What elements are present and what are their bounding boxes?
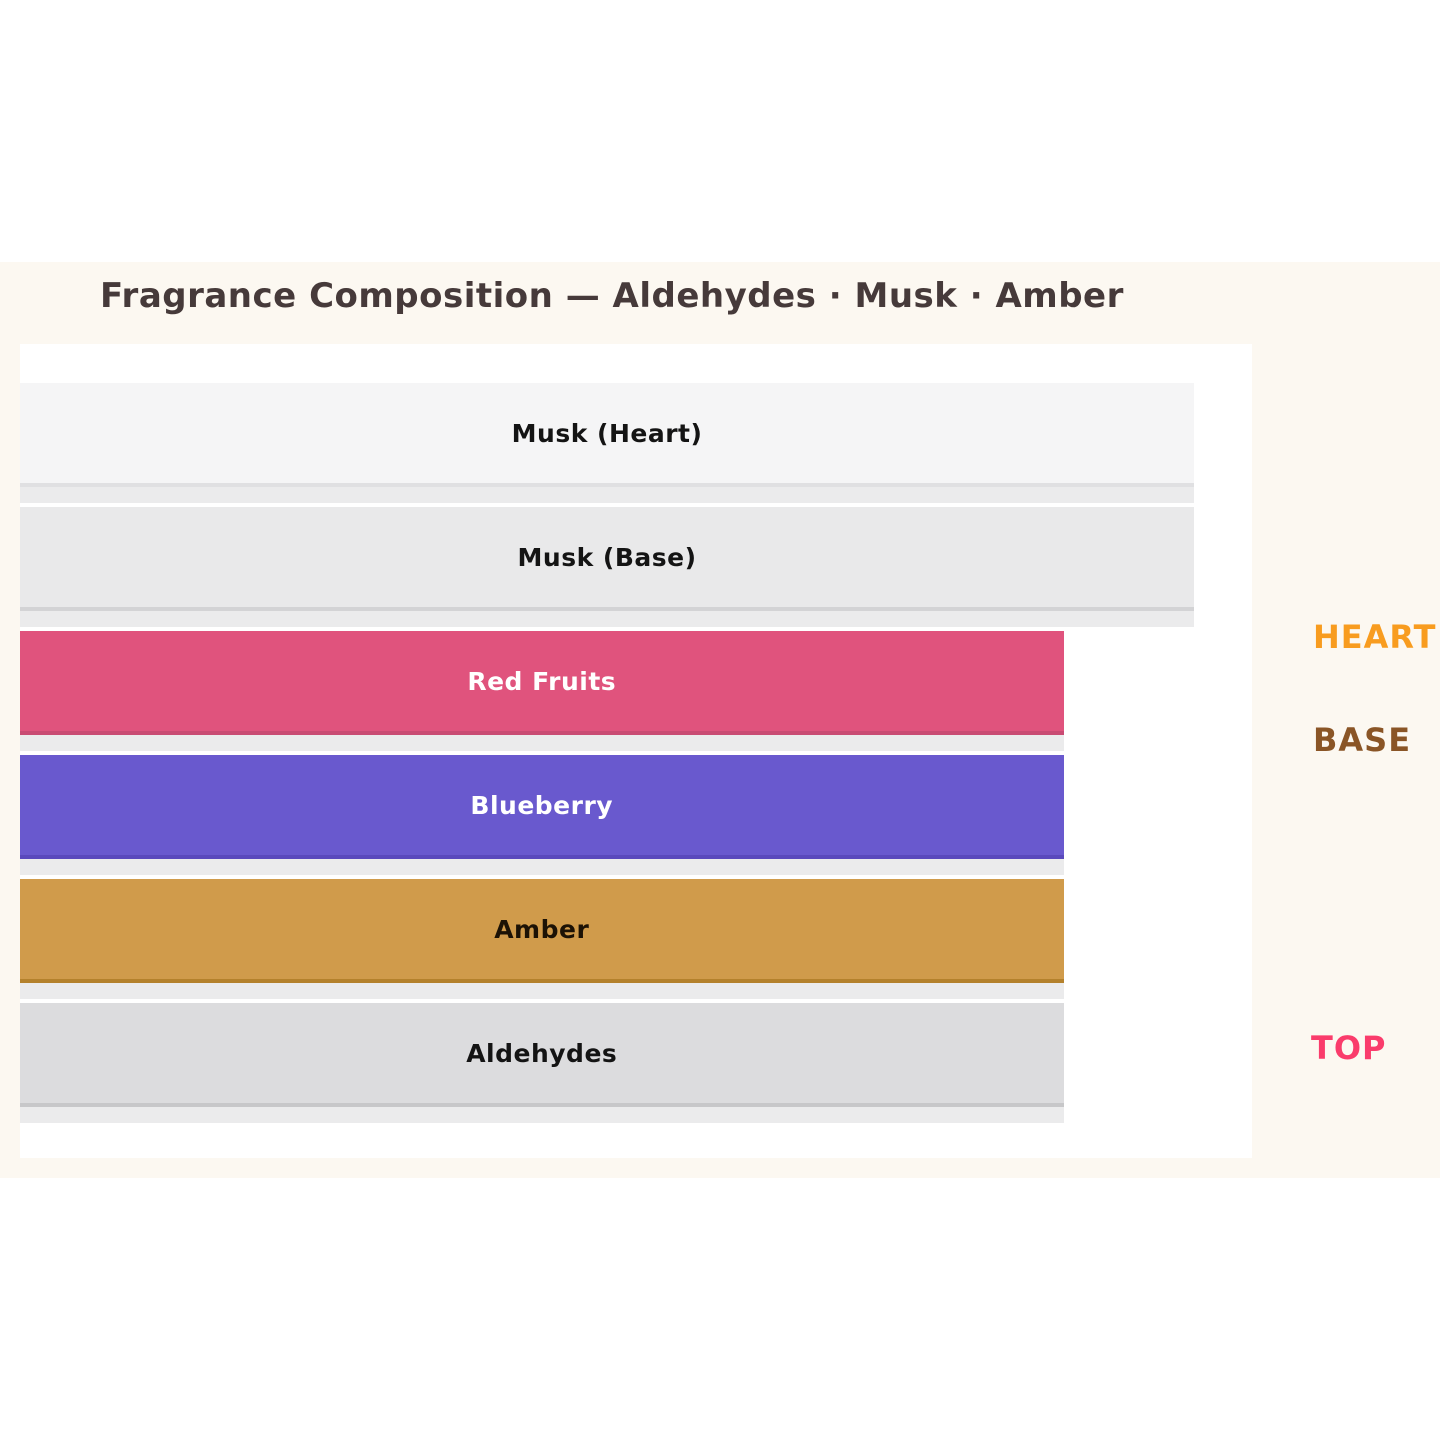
bar-red-fruits: Red Fruits [20,631,1064,735]
chart-background-band: Fragrance Composition — Aldehydes · Musk… [0,262,1440,1178]
bar-label-red-fruits: Red Fruits [467,666,617,696]
group-label-top: TOP [1311,1029,1387,1067]
bar-shadow-strip-musk-base [20,611,1195,627]
bar-musk-base: Musk (Base) [20,507,1195,611]
bar-label-musk-heart: Musk (Heart) [511,418,703,448]
bar-label-amber: Amber [494,914,590,944]
group-label-heart: HEART [1313,618,1437,656]
bar-blueberry: Blueberry [20,755,1064,859]
bar-aldehydes: Aldehydes [20,1003,1064,1107]
bar-shadow-strip-amber [20,983,1064,999]
bar-musk-heart: Musk (Heart) [20,383,1195,487]
chart-row-amber: Amber [20,879,1252,1003]
bar-label-aldehydes: Aldehydes [466,1038,618,1068]
chart-title: Fragrance Composition — Aldehydes · Musk… [100,276,1124,316]
bar-label-blueberry: Blueberry [470,790,614,820]
chart-plot-panel: Musk (Heart) Musk (Base) Red Fruits Blueber… [20,344,1252,1158]
group-label-base: BASE [1313,721,1412,759]
bar-label-musk-base: Musk (Base) [517,542,697,572]
bar-shadow-strip-aldehydes [20,1107,1064,1123]
bar-amber: Amber [20,879,1064,983]
bar-rows-container: Musk (Heart) Musk (Base) Red Fruits Blueber… [20,383,1252,1127]
bar-shadow-strip-blueberry [20,859,1064,875]
bar-shadow-strip-red-fruits [20,735,1064,751]
chart-row-blueberry: Blueberry [20,755,1252,879]
chart-row-red-fruits: Red Fruits [20,631,1252,755]
chart-row-aldehydes: Aldehydes [20,1003,1252,1127]
bar-shadow-strip-musk-heart [20,487,1195,503]
chart-row-musk-base: Musk (Base) [20,507,1252,631]
chart-row-musk-heart: Musk (Heart) [20,383,1252,507]
